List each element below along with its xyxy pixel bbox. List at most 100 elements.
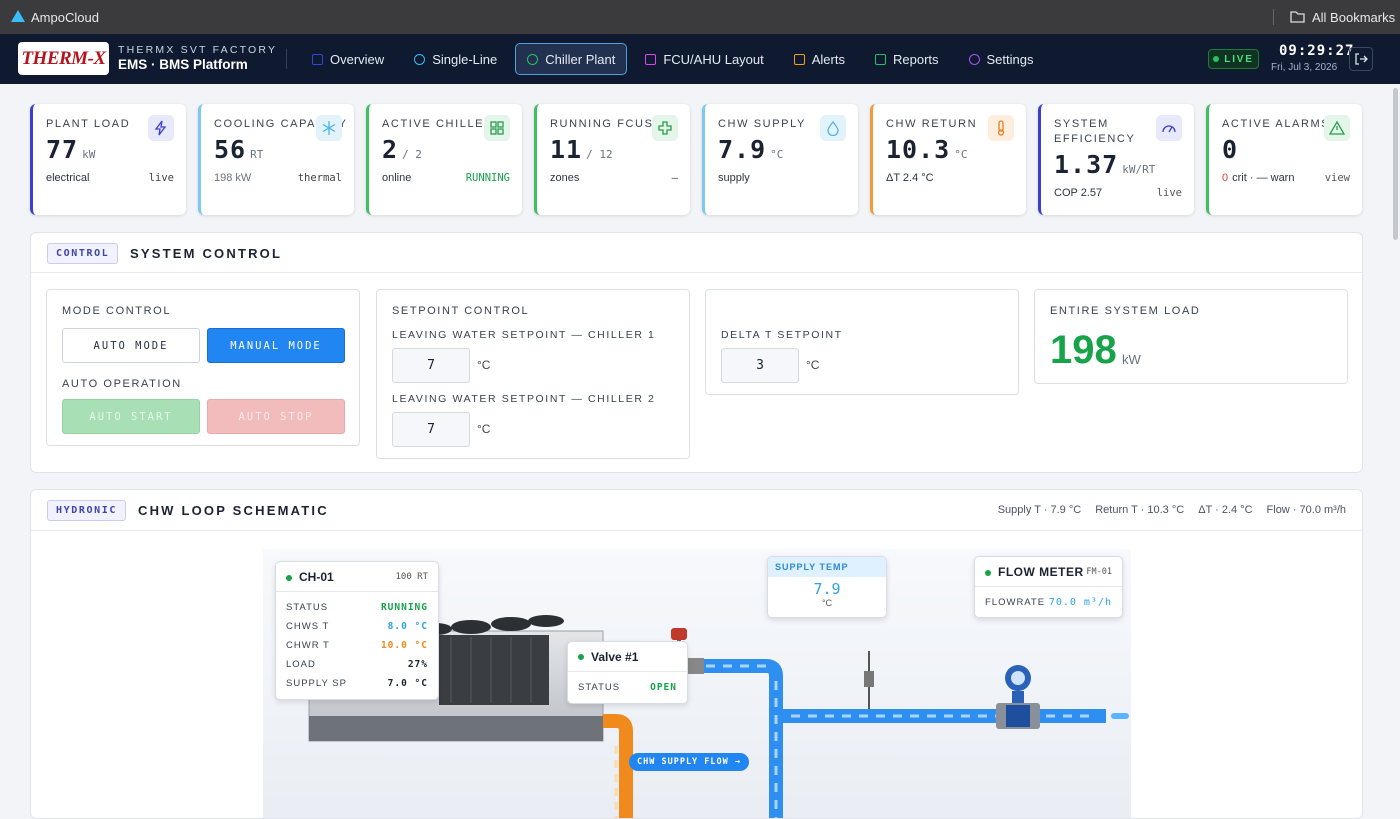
unit: kW bbox=[82, 148, 96, 161]
kpi-footer: 198 kW thermal bbox=[214, 172, 342, 184]
load-value: 198 bbox=[1050, 328, 1117, 372]
kpi-note: zones bbox=[550, 172, 579, 184]
delta-input[interactable]: 3 bbox=[721, 348, 799, 383]
kpi-value: 2/ 2 bbox=[382, 135, 510, 164]
note-text: ΔT 2.4 °C bbox=[886, 172, 934, 184]
panel-tag: HYDRONIC bbox=[47, 500, 126, 521]
live-dot bbox=[1213, 56, 1220, 62]
note-text: zones bbox=[550, 172, 580, 184]
kpi-status: live bbox=[1156, 187, 1182, 199]
value: 1.37 bbox=[1054, 150, 1119, 179]
unit: kW bbox=[1122, 352, 1141, 367]
kpi-value: 10.3 °C bbox=[886, 135, 1014, 164]
value: 56 bbox=[214, 135, 247, 164]
kpi-card: SYSTEM EFFICIENCY 1.37 kW/RT COP 2.57 live bbox=[1038, 104, 1194, 215]
unit: °C bbox=[477, 422, 491, 436]
value: 11 bbox=[550, 135, 583, 164]
kpi-footer: online RUNNING bbox=[382, 172, 510, 184]
return-pipe bbox=[603, 714, 633, 818]
unit: °C bbox=[770, 148, 784, 161]
scrollbar[interactable] bbox=[1393, 88, 1398, 240]
row-label: FLOWRATE bbox=[985, 597, 1046, 608]
nav-label: Chiller Plant bbox=[545, 51, 616, 67]
nav-item[interactable]: Reports bbox=[863, 43, 951, 75]
section-label: MODE CONTROL bbox=[62, 305, 172, 317]
nav-item[interactable]: Alerts bbox=[782, 43, 857, 75]
stat: Return T · 10.3 °C bbox=[1095, 504, 1185, 516]
note-text: online bbox=[382, 172, 412, 184]
kpi-footer: electrical live bbox=[46, 172, 174, 184]
status-dot bbox=[578, 653, 584, 660]
unit: °C bbox=[954, 148, 968, 161]
divider bbox=[286, 49, 287, 69]
setpoint-input[interactable]: 7 bbox=[392, 412, 470, 447]
field-label: LEAVING WATER SETPOINT — CHILLER 1 bbox=[392, 329, 656, 341]
row-value: 7.0 °C bbox=[387, 678, 428, 689]
nav-item[interactable]: Settings bbox=[957, 43, 1046, 75]
kpi-status: thermal bbox=[297, 172, 342, 184]
icon bbox=[658, 121, 672, 135]
auto-stop-button[interactable]: AUTO STOP bbox=[207, 399, 345, 434]
panel-title: CHW LOOP SCHEMATIC bbox=[138, 503, 329, 518]
panel-header: CONTROL SYSTEM CONTROL bbox=[31, 233, 1362, 273]
meter-id: FM-01 bbox=[1086, 566, 1112, 577]
kpi-footer: zones — bbox=[550, 172, 678, 184]
meter-title: FLOW METER bbox=[985, 565, 1084, 579]
logout-button[interactable] bbox=[1349, 47, 1373, 71]
nav-label: Reports bbox=[892, 51, 939, 67]
system-load: ENTIRE SYSTEM LOAD 198 kW bbox=[1034, 289, 1348, 384]
kpi-card: PLANT LOAD 77 kW electrical live bbox=[30, 104, 186, 215]
chiller-name: CH-01 bbox=[299, 569, 334, 584]
value: 7.9 bbox=[718, 135, 767, 164]
row-value: RUNNING bbox=[380, 602, 428, 613]
factory-name: THERMX SVT FACTORY bbox=[118, 44, 278, 56]
row-label: SUPPLY SP bbox=[286, 678, 347, 689]
schematic-stats: Supply T · 7.9 °C Return T · 10.3 °C ΔT · … bbox=[998, 504, 1346, 516]
auto-start-button[interactable]: AUTO START bbox=[62, 399, 200, 434]
kpi-note: 0 crit · — warn bbox=[1222, 172, 1294, 184]
value: 2 bbox=[382, 135, 399, 164]
supply-temp-value: 7.9 bbox=[813, 580, 841, 598]
browser-bar: AmpoCloud All Bookmarks bbox=[0, 0, 1400, 34]
valve-card[interactable]: Valve #1 STATUS OPEN bbox=[567, 641, 688, 704]
kpi-icon bbox=[1324, 115, 1350, 141]
kpi-icon bbox=[1156, 115, 1182, 141]
chiller-card[interactable]: CH-01 100 RT STATUS RUNNING CHWS T 8.0 °C CH… bbox=[275, 561, 439, 700]
kpi-value: 7.9 °C bbox=[718, 135, 846, 164]
card-header: Valve #1 bbox=[568, 642, 687, 672]
row-label: CHWS T bbox=[286, 621, 330, 632]
panel-tag: CONTROL bbox=[47, 243, 119, 264]
control-panel: CONTROL SYSTEM CONTROL MODE CONTROL AUTO… bbox=[30, 232, 1363, 473]
auto-mode-button[interactable]: AUTO MODE bbox=[62, 328, 200, 363]
icon bbox=[1329, 120, 1345, 135]
kpi-note: 198 kW bbox=[214, 172, 251, 184]
panel-title: SYSTEM CONTROL bbox=[130, 246, 283, 261]
app-name: AmpoCloud bbox=[31, 10, 99, 25]
icon bbox=[1162, 125, 1176, 133]
manual-mode-button[interactable]: MANUAL MODE bbox=[207, 328, 345, 363]
nav-item[interactable]: FCU/AHU Layout bbox=[633, 43, 775, 75]
app-icon bbox=[11, 10, 25, 22]
nav-item[interactable]: Overview bbox=[300, 43, 396, 75]
divider bbox=[1273, 9, 1274, 25]
row-label: STATUS bbox=[286, 602, 329, 613]
kpi-card: CHW SUPPLY 7.9 °C supply bbox=[702, 104, 858, 215]
nav-item[interactable]: Chiller Plant bbox=[515, 43, 628, 75]
flow-meter-card[interactable]: FLOW METER FM-01 FLOWRATE 70.0 m³/h bbox=[974, 556, 1123, 618]
value: 0 bbox=[1222, 135, 1239, 164]
row-value: 10.0 °C bbox=[380, 640, 428, 651]
nav-item[interactable]: Single-Line bbox=[402, 43, 509, 75]
bookmarks[interactable]: All Bookmarks bbox=[1312, 10, 1396, 25]
kpi-value: 11/ 12 bbox=[550, 135, 678, 164]
row-label: STATUS bbox=[578, 682, 621, 693]
note-text: electrical bbox=[46, 172, 90, 184]
kpi-icon bbox=[988, 115, 1014, 141]
nav-label: Settings bbox=[986, 51, 1034, 67]
kpi-card: CHW RETURN 10.3 °C ΔT 2.4 °C bbox=[870, 104, 1026, 215]
note-text: supply bbox=[718, 172, 750, 184]
setpoint-input[interactable]: 7 bbox=[392, 348, 470, 383]
schematic-panel: HYDRONIC CHW LOOP SCHEMATIC Supply T · 7… bbox=[30, 489, 1363, 819]
value: 77 bbox=[46, 135, 79, 164]
kpi-label: PLANT LOAD bbox=[46, 118, 131, 130]
kpi-card: RUNNING FCUS 11/ 12 zones — bbox=[534, 104, 690, 215]
